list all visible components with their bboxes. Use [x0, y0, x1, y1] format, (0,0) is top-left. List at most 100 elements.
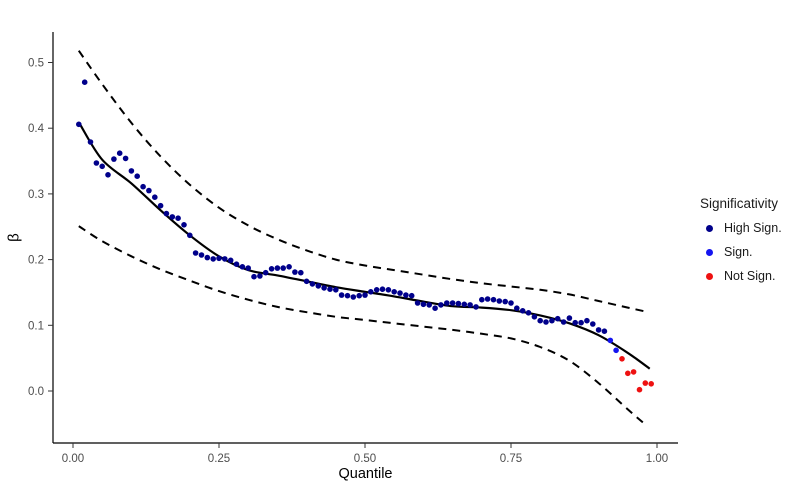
- data-point: [274, 265, 281, 271]
- data-point: [537, 317, 543, 324]
- data-point: [438, 302, 444, 308]
- legend-label-sign: Sign.: [724, 245, 753, 259]
- data-point: [625, 370, 631, 377]
- data-point: [379, 286, 386, 293]
- legend-label-not-sign: Not Sign.: [724, 269, 776, 283]
- data-point: [210, 256, 216, 262]
- x-tick-label: 0.75: [500, 453, 522, 465]
- data-point: [111, 156, 117, 162]
- data-point: [350, 294, 357, 300]
- data-point: [268, 266, 275, 272]
- data-point: [122, 155, 129, 162]
- data-point: [128, 168, 135, 174]
- data-point: [525, 310, 532, 316]
- scatter-points-high-sign-: [76, 79, 608, 335]
- data-point: [146, 187, 152, 194]
- data-point: [362, 292, 368, 298]
- x-tick-label: 1.00: [646, 453, 668, 465]
- y-tick-label: 0.5: [28, 58, 44, 70]
- data-point: [134, 173, 140, 179]
- data-point: [280, 265, 287, 271]
- x-axis-title: Quantile: [338, 466, 393, 482]
- data-point: [169, 214, 176, 220]
- data-point: [467, 302, 473, 308]
- legend-item-high-sign: High Sign.: [700, 216, 800, 240]
- data-point: [397, 290, 403, 296]
- data-point: [338, 292, 345, 298]
- data-point: [245, 265, 251, 271]
- upper-confidence-band: [77, 50, 649, 314]
- data-point: [619, 356, 625, 362]
- legend-key-dot-sign: [706, 248, 713, 256]
- data-point: [426, 302, 433, 308]
- data-point: [484, 296, 491, 302]
- legend-item-not-sign: Not Sign.: [700, 264, 800, 288]
- data-point: [163, 210, 170, 217]
- data-point: [315, 283, 322, 289]
- data-point: [490, 296, 497, 303]
- scatter-points-sign-: [607, 337, 619, 354]
- data-point: [455, 300, 462, 307]
- y-axis-title: β: [5, 233, 23, 242]
- data-point: [420, 301, 427, 308]
- data-point: [327, 286, 333, 293]
- y-tick-label: 0.3: [28, 189, 44, 201]
- data-point: [87, 139, 94, 145]
- data-point: [449, 300, 456, 306]
- data-point: [432, 305, 438, 312]
- y-tick-label: 0.2: [28, 255, 44, 267]
- data-point: [298, 269, 304, 276]
- data-point: [116, 150, 123, 156]
- data-point: [607, 337, 614, 344]
- legend-key-dot-not-sign: [706, 272, 713, 280]
- x-tick-label: 0.25: [208, 453, 230, 465]
- data-point: [473, 304, 479, 310]
- data-point: [444, 300, 450, 306]
- x-tick-label: 0.00: [62, 453, 84, 465]
- trend-line: [79, 124, 651, 370]
- data-point: [373, 287, 380, 293]
- data-point: [257, 273, 263, 279]
- data-point: [578, 319, 584, 326]
- data-point: [81, 79, 88, 85]
- legend-title: Significativity: [700, 196, 779, 211]
- legend-label-high-sign: High Sign.: [724, 221, 782, 235]
- data-point: [560, 319, 567, 325]
- data-point: [479, 296, 485, 303]
- legend-item-sign: Sign.: [700, 240, 800, 264]
- y-tick-label: 0.4: [28, 123, 45, 135]
- data-point: [554, 315, 561, 322]
- data-point: [105, 172, 111, 178]
- data-point: [251, 273, 257, 280]
- data-point: [514, 305, 520, 312]
- data-point: [368, 289, 374, 295]
- data-point: [648, 381, 654, 387]
- data-point: [630, 369, 637, 375]
- data-point: [140, 183, 146, 190]
- data-point: [239, 264, 246, 270]
- data-point: [566, 315, 573, 321]
- data-point: [595, 327, 602, 333]
- data-point: [408, 292, 415, 299]
- data-point: [198, 252, 205, 258]
- legend: Significativity High Sign. Sign. Not Sig…: [700, 196, 800, 288]
- data-point: [262, 269, 269, 276]
- data-point: [93, 160, 100, 166]
- scatter-points-not-sign-: [619, 356, 654, 393]
- data-point: [590, 321, 596, 327]
- data-point: [636, 386, 643, 393]
- data-point: [175, 215, 181, 221]
- data-point: [549, 317, 555, 324]
- x-tick-label: 0.50: [354, 453, 376, 465]
- data-point: [204, 254, 211, 261]
- data-point: [152, 194, 158, 200]
- data-point: [321, 285, 327, 291]
- data-point: [222, 256, 228, 262]
- axes: 0.00 0.25 0.50 0.75 1.00 0.0 0.1 0.2 0.3 0.4 0.5: [28, 32, 678, 465]
- y-tick-label: 0.0: [28, 386, 44, 398]
- data-point: [333, 287, 339, 293]
- legend-key-dot-high-sign: [706, 224, 713, 232]
- data-point: [543, 319, 549, 325]
- data-point: [572, 319, 578, 326]
